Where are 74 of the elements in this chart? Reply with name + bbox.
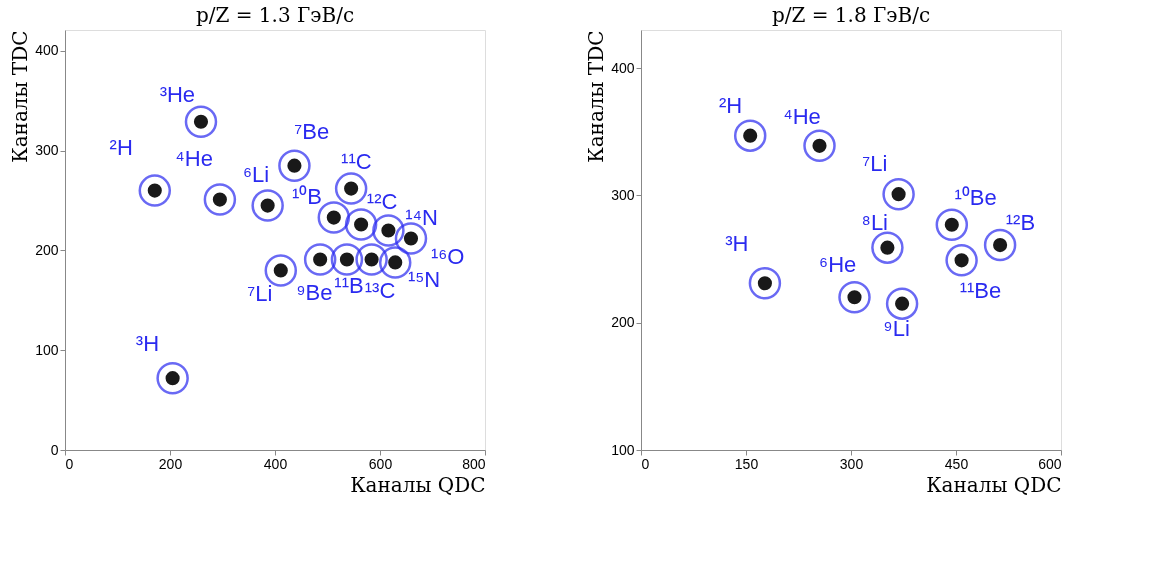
point bbox=[184, 105, 218, 138]
x-tick-label: 150 bbox=[734, 455, 759, 472]
chart-title: p/Z = 1.8 ГэВ/c bbox=[771, 3, 931, 27]
annotation: ³H bbox=[725, 230, 749, 256]
annotation: ⁶Li bbox=[243, 161, 270, 187]
annotation: ⁷Li bbox=[862, 150, 888, 176]
point bbox=[330, 243, 364, 276]
annotation: ¹²B bbox=[1005, 210, 1036, 236]
annotation: ⁷Be bbox=[294, 118, 330, 144]
point bbox=[945, 244, 978, 277]
annotation: ¹⁵N bbox=[407, 267, 441, 293]
point bbox=[882, 177, 915, 211]
annotation: ¹⁶O bbox=[430, 244, 465, 270]
annotation: ⁹Be bbox=[296, 280, 333, 306]
point bbox=[138, 174, 172, 207]
annotation: ¹⁴N bbox=[405, 204, 438, 230]
point bbox=[748, 267, 782, 300]
x-tick-label: 600 bbox=[368, 455, 393, 472]
annotation: ⁸Li bbox=[861, 210, 888, 236]
annotation: ³He bbox=[159, 81, 196, 107]
point bbox=[334, 172, 368, 205]
x-tick-label: 450 bbox=[944, 455, 969, 472]
annotation: ⁷Li bbox=[247, 281, 273, 307]
y-axis-title: Каналы TDC bbox=[584, 30, 609, 163]
point bbox=[733, 119, 767, 152]
point bbox=[251, 189, 284, 222]
annotation: ⁹Li bbox=[883, 316, 910, 342]
annotation: ²H bbox=[109, 134, 133, 160]
point bbox=[344, 208, 378, 241]
point bbox=[278, 149, 311, 182]
y-tick-label: 100 bbox=[611, 441, 635, 458]
point bbox=[885, 287, 919, 320]
x-tick-label: 300 bbox=[839, 455, 864, 472]
y-axis-title: Каналы TDC bbox=[8, 30, 33, 163]
point bbox=[264, 254, 298, 287]
y-tick-label: 200 bbox=[611, 314, 635, 331]
annotation: ²H bbox=[718, 93, 743, 119]
point bbox=[203, 183, 237, 216]
annotation: ¹¹B bbox=[334, 273, 364, 299]
y-tick-label: 200 bbox=[35, 241, 59, 258]
point bbox=[156, 361, 189, 395]
x-tick-label: 0 bbox=[65, 455, 74, 472]
annotation: ¹⁰Be bbox=[954, 185, 997, 210]
point bbox=[935, 208, 969, 241]
annotation: ¹⁰B bbox=[292, 183, 323, 209]
point bbox=[303, 243, 337, 276]
x-tick-label: 600 bbox=[1038, 455, 1062, 472]
x-tick-label: 800 bbox=[462, 455, 486, 472]
x-tick-label: 400 bbox=[263, 455, 288, 472]
point bbox=[871, 231, 904, 264]
y-tick-label: 100 bbox=[35, 341, 59, 358]
x-tick-label: 200 bbox=[158, 455, 183, 472]
y-tick-label: 300 bbox=[611, 186, 635, 203]
annotation: ⁴He bbox=[783, 103, 821, 129]
annotation: ¹¹C bbox=[341, 148, 372, 174]
point bbox=[803, 129, 836, 163]
annotation: ⁴He bbox=[175, 145, 213, 171]
annotation: ⁶He bbox=[819, 252, 857, 278]
annotation: ¹¹Be bbox=[959, 277, 1002, 303]
point bbox=[983, 228, 1017, 262]
chart-title: p/Z = 1.3 ГэВ/c bbox=[195, 3, 355, 27]
annotation: ¹²C bbox=[366, 188, 398, 214]
point bbox=[355, 243, 388, 276]
y-tick-label: 400 bbox=[35, 42, 59, 59]
x-axis-title: Каналы QDC bbox=[350, 472, 486, 497]
x-axis-title: Каналы QDC bbox=[926, 472, 1062, 497]
point bbox=[372, 214, 405, 247]
annotation: ³H bbox=[135, 331, 160, 357]
y-tick-label: 0 bbox=[50, 441, 59, 458]
annotation: ¹³C bbox=[364, 278, 396, 304]
x-tick-label: 0 bbox=[641, 455, 650, 472]
point bbox=[838, 281, 871, 314]
y-tick-label: 300 bbox=[35, 142, 59, 159]
y-tick-label: 400 bbox=[611, 59, 635, 76]
